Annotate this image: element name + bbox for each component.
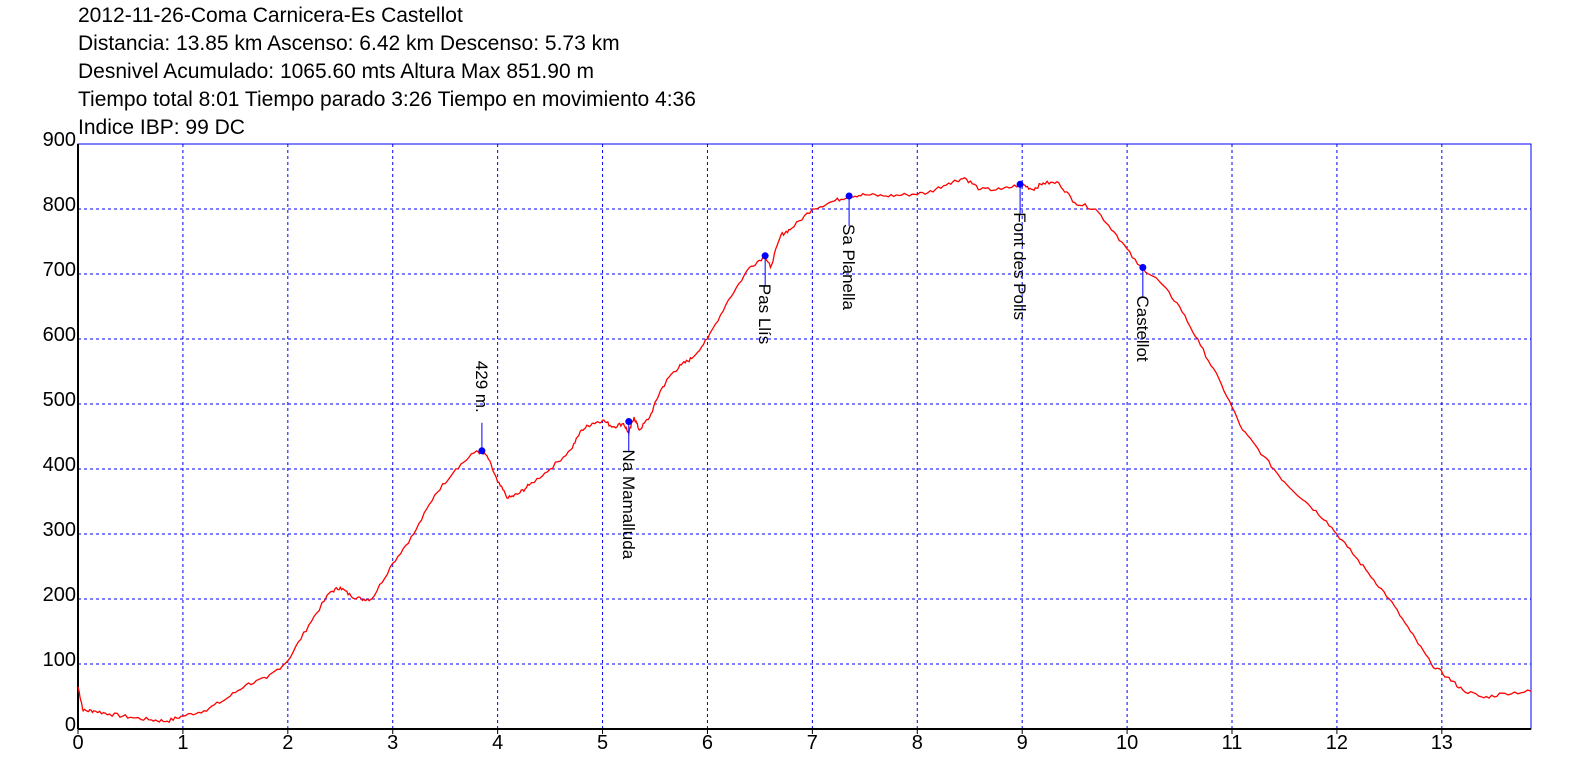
waypoint-label: Font des Polls — [1010, 212, 1029, 320]
y-tick-label: 500 — [43, 389, 76, 411]
waypoint: Font des Polls — [1010, 180, 1029, 320]
ibp-index: Indice IBP: 99 DC — [78, 116, 245, 139]
y-tick-label: 900 — [43, 129, 76, 151]
waypoint: Sa Planella — [839, 192, 858, 311]
y-tick-label: 300 — [43, 519, 76, 541]
waypoint: Castellot — [1133, 264, 1152, 362]
waypoint-marker — [1016, 180, 1024, 188]
x-tick-label: 11 — [1222, 732, 1243, 754]
x-tick-label: 13 — [1431, 732, 1453, 754]
waypoint-label: Sa Planella — [839, 224, 858, 311]
waypoint-label: Na Mamalluda — [619, 450, 638, 560]
waypoint-marker — [1139, 264, 1147, 271]
x-tick-label: 4 — [492, 732, 503, 754]
waypoint: 429 m. — [472, 361, 491, 455]
y-tick-label: 600 — [43, 324, 76, 346]
y-tick-label: 200 — [43, 584, 76, 606]
waypoint-label: 429 m. — [472, 361, 491, 413]
waypoint-label: Pas Llís — [755, 284, 774, 344]
x-tick-label: 5 — [597, 732, 608, 754]
waypoint-marker — [625, 418, 633, 426]
plot-frame — [77, 143, 1532, 730]
chart-title: 2012-11-26-Coma Carnicera-Es Castellot — [78, 4, 463, 27]
waypoint-marker — [478, 447, 486, 455]
series — [77, 177, 1532, 724]
axes: 0 1 2 3 4 5 6 7 8 9 10 11 12 130100200300400500600700… — [43, 129, 1532, 754]
y-tick-label: 0 — [65, 714, 76, 736]
x-tick-label: 10 — [1116, 732, 1138, 754]
x-tick-label: 3 — [387, 732, 398, 754]
y-tick-label: 800 — [43, 194, 76, 216]
waypoint-label: Castellot — [1133, 296, 1152, 362]
waypoint-marker — [761, 252, 769, 260]
elevation-summary: Desnivel Acumulado: 1065.60 mts Altura M… — [78, 60, 594, 83]
x-tick-label: 2 — [282, 732, 293, 754]
x-tick-label: 8 — [912, 732, 923, 754]
x-tick-label: 6 — [702, 732, 713, 754]
x-tick-label: 7 — [807, 732, 818, 754]
x-tick-label: 9 — [1017, 732, 1028, 754]
distance-summary: Distancia: 13.85 km Ascenso: 6.42 km Des… — [78, 32, 620, 55]
y-tick-label: 100 — [43, 649, 76, 671]
waypoint: Na Mamalluda — [619, 418, 638, 560]
elevation-profile-line — [77, 177, 1532, 724]
y-tick-label: 400 — [43, 454, 76, 476]
grid — [78, 144, 1531, 729]
x-tick-label: 1 — [177, 732, 188, 754]
y-tick-label: 700 — [43, 259, 76, 281]
waypoints: 429 m. Na Mamalluda Pas Llís Sa Planella Fon… — [472, 180, 1152, 560]
waypoint-marker — [845, 192, 853, 200]
x-tick-label: 12 — [1326, 732, 1348, 754]
time-summary: Tiempo total 8:01 Tiempo parado 3:26 Tie… — [78, 88, 696, 111]
x-tick-label: 0 — [72, 732, 83, 754]
waypoint: Pas Llís — [755, 252, 774, 344]
chart-header: 2012-11-26-Coma Carnicera-Es Castellot D… — [78, 2, 696, 142]
